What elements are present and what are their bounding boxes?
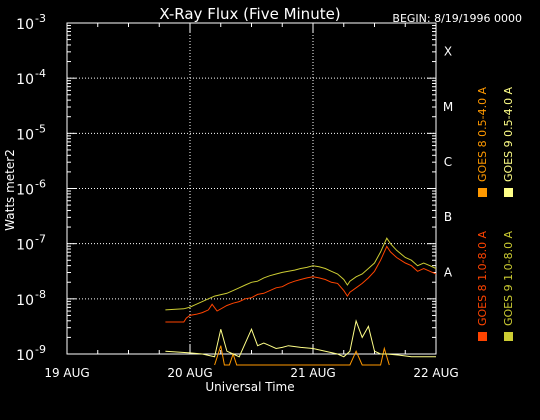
y-tick-exponent: -4 [35,67,46,80]
x-axis-ticks: 19 AUG 20 AUG 21 AUG 22 AUG [44,23,459,380]
flare-class-a: A [444,265,453,279]
y-axis-ticks: 10-910-810-710-610-510-410-3 [16,12,436,364]
y-axis-label: Watts meter2 [3,149,17,231]
series-line-3 [165,237,437,311]
flare-class-m: M [443,100,453,114]
legend-swatch-0 [478,332,487,341]
y-tick-label: 10 [16,348,34,364]
y-tick-label: 10 [16,293,34,309]
begin-date-label: BEGIN: 8/19/1996 0000 [392,12,522,25]
legend-swatch-2 [504,188,513,197]
grid-lines [67,23,436,354]
flare-class-labels: A B C M X [443,45,453,280]
series-line-1 [214,345,390,366]
y-tick-exponent: -6 [35,178,46,191]
y-tick-exponent: -3 [35,12,46,25]
x-tick-label: 22 AUG [413,366,458,380]
legend-swatch-3 [504,332,513,341]
legend-swatch-1 [478,188,487,197]
y-tick-exponent: -8 [35,288,46,301]
legend-label-0: GOES 8 1.0-8.0 A [476,230,489,326]
x-tick-label: 21 AUG [290,366,335,380]
y-tick-label: 10 [16,72,34,88]
legend-label-1: GOES 8 0.5-4.0 A [476,86,489,182]
y-tick-exponent: -5 [35,122,46,135]
y-tick-label: 10 [16,238,34,254]
legend: GOES 8 0.5-4.0 A GOES 8 1.0-8.0 A GOES 9 0… [476,86,515,341]
series-line-2 [165,319,436,358]
y-tick-exponent: -9 [35,343,46,356]
y-tick-label: 10 [16,17,34,33]
x-tick-label: 19 AUG [44,366,89,380]
plot-frame [66,22,437,355]
x-axis-label: Universal Time [205,380,294,394]
y-tick-exponent: -7 [35,233,46,246]
series-line-0 [165,245,437,323]
x-tick-label: 20 AUG [167,366,212,380]
legend-label-3: GOES 9 1.0-8.0 A [502,230,515,326]
legend-label-2: GOES 9 0.5-4.0 A [502,86,515,182]
flare-class-x: X [444,45,452,59]
y-tick-label: 10 [16,183,34,199]
flare-class-b: B [444,210,452,224]
y-tick-label: 10 [16,127,34,143]
data-series [165,237,437,366]
flare-class-c: C [444,155,452,169]
chart-title: X-Ray Flux (Five Minute) [159,5,340,23]
